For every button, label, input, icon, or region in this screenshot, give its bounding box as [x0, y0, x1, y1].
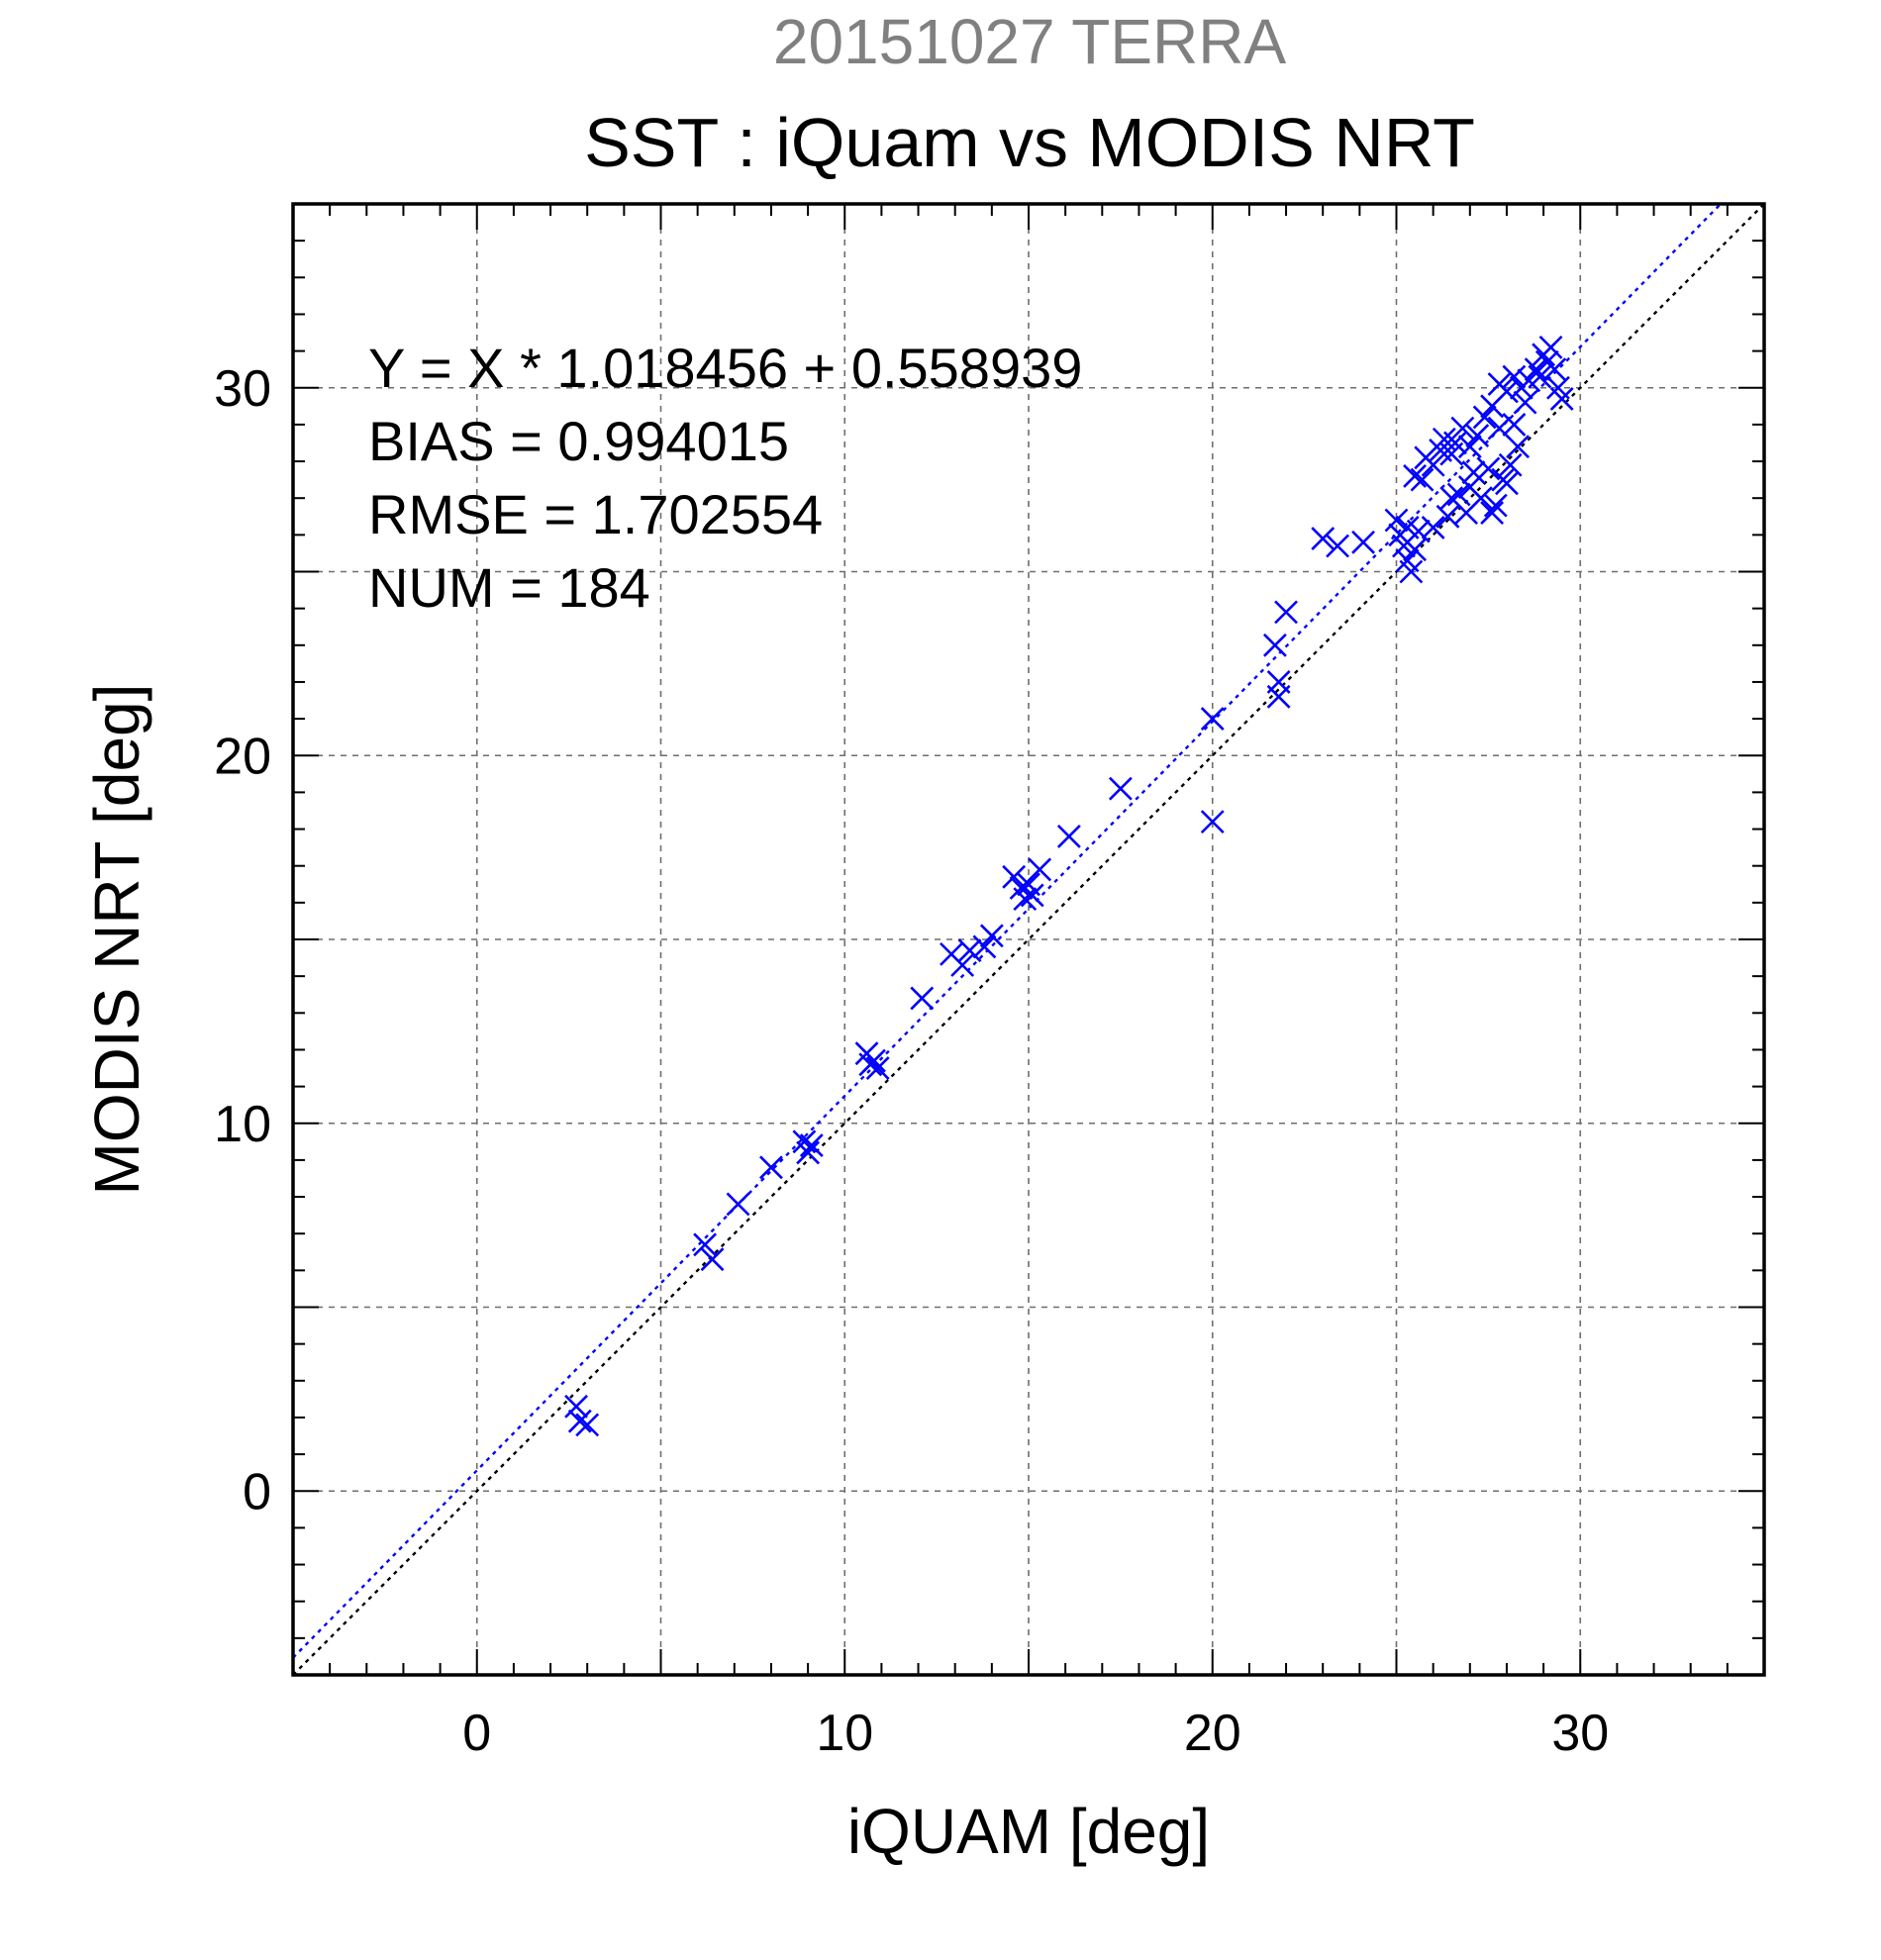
data-point: [1274, 600, 1298, 625]
data-point: [1457, 435, 1482, 459]
data-point: [1262, 633, 1287, 657]
data-point: [1439, 486, 1464, 511]
data-point: [979, 924, 1004, 948]
data-point: [796, 1140, 821, 1165]
stat-rmse: RMSE = 1.702554: [368, 483, 823, 545]
data-point: [1450, 416, 1475, 441]
data-point: [1534, 349, 1559, 374]
data-point: [1524, 357, 1548, 382]
data-point: [575, 1413, 600, 1437]
data-point: [1487, 416, 1512, 441]
data-point: [564, 1394, 588, 1419]
data-point: [1421, 452, 1445, 477]
data-point: [700, 1247, 725, 1272]
data-point: [726, 1192, 750, 1217]
data-point: [759, 1155, 783, 1180]
data-point: [1351, 530, 1375, 554]
data-point: [1461, 460, 1486, 485]
data-point: [1476, 456, 1501, 481]
data-point: [1538, 335, 1563, 359]
stats-box: Y = X * 1.018456 + 0.558939 BIAS = 0.994…: [368, 337, 1082, 619]
data-point: [1403, 463, 1427, 488]
regression-lines: [292, 203, 1765, 1676]
data-point: [1465, 424, 1490, 447]
data-point: [1266, 684, 1291, 709]
data-point: [1483, 493, 1508, 518]
data-point: [1002, 864, 1027, 889]
data-point: [1421, 516, 1445, 539]
x-tick-label: 10: [816, 1705, 873, 1762]
data-point: [1056, 825, 1081, 848]
data-point: [1446, 482, 1471, 507]
data-point: [1399, 559, 1424, 584]
chart-subtitle: 20151027 TERRA: [773, 6, 1287, 77]
x-tick-label: 0: [462, 1705, 491, 1762]
plot-frame: [291, 202, 1766, 1677]
data-point: [1502, 412, 1527, 437]
data-point: [1410, 467, 1435, 492]
data-point: [972, 934, 997, 959]
data-point: [950, 953, 975, 977]
y-tick-label: 30: [214, 360, 271, 418]
data-point: [1506, 435, 1531, 459]
stat-bias: BIAS = 0.994015: [368, 410, 789, 472]
grid-lines: [293, 204, 1764, 1675]
data-point: [1384, 508, 1409, 533]
data-point: [910, 986, 935, 1011]
data-point: [865, 1056, 890, 1080]
x-tick-label: 20: [1184, 1705, 1241, 1762]
data-point: [1443, 431, 1467, 455]
data-point: [1108, 776, 1133, 801]
data-point: [1326, 534, 1349, 558]
data-point: [1013, 887, 1038, 912]
chart-title: SST : iQuam vs MODIS NRT: [584, 104, 1475, 181]
data-point: [1513, 390, 1537, 415]
data-point: [1498, 452, 1523, 477]
y-tick-label: 20: [214, 728, 271, 785]
data-point: [567, 1409, 592, 1433]
data-point: [1406, 519, 1431, 543]
x-axis-label: iQUAM [deg]: [847, 1796, 1210, 1867]
data-point: [1495, 379, 1519, 404]
y-tick-labels: 0 10 20 30: [214, 360, 271, 1521]
data-point: [1200, 707, 1225, 732]
data-point: [1403, 538, 1427, 562]
data-point: [799, 1133, 824, 1157]
data-point: [1028, 857, 1052, 882]
x-tick-labels: 0 10 20 30: [462, 1705, 1609, 1762]
data-point: [1549, 386, 1574, 411]
data-point: [957, 938, 982, 963]
stat-equation: Y = X * 1.018456 + 0.558939: [368, 337, 1082, 399]
data-point: [1436, 504, 1460, 529]
data-point: [1528, 364, 1552, 389]
data-point: [862, 1048, 886, 1073]
data-point: [1311, 527, 1336, 550]
data-point: [1495, 471, 1519, 496]
data-point: [1480, 501, 1505, 525]
data-point: [1020, 883, 1044, 908]
data-point: [693, 1232, 717, 1257]
data-points: [564, 335, 1574, 1437]
x-tick-label: 30: [1551, 1705, 1609, 1762]
data-point: [1502, 364, 1527, 389]
y-tick-label: 10: [214, 1096, 271, 1153]
stat-num: NUM = 184: [368, 556, 650, 619]
fit-line: [292, 203, 1722, 1659]
y-axis-label: MODIS NRT [deg]: [81, 684, 152, 1196]
y-tick-label: 0: [243, 1463, 271, 1520]
data-point: [1472, 405, 1497, 430]
data-point: [1200, 810, 1225, 834]
